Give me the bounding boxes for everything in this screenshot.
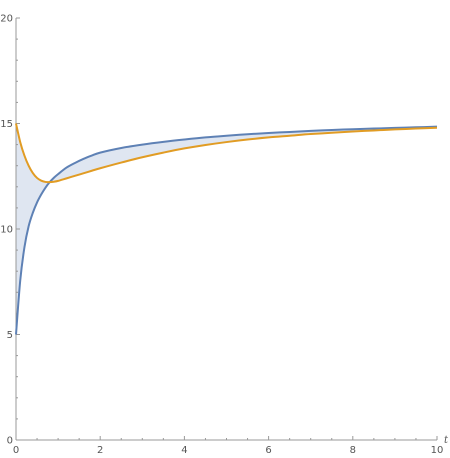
y-tick-label: 5 [7,330,13,341]
axes [15,17,438,441]
x-tick-label: 2 [97,445,103,456]
x-tick-label: 6 [265,445,271,456]
series-line-1 [15,125,438,335]
x-axis-label: t [444,435,449,446]
series-lines [15,123,438,335]
fill-region [16,123,437,335]
y-tick-label: 15 [0,119,13,130]
fill-between-area [16,123,437,335]
series-line-2 [15,123,438,184]
x-tick-label: 10 [431,445,444,456]
y-tick-label: 20 [0,14,13,25]
y-tick-label: 10 [0,225,13,236]
x-tick-label: 0 [13,445,19,456]
x-tick-label: 4 [181,445,187,456]
y-tick-label: 0 [7,436,13,447]
x-tick-label: 8 [350,445,356,456]
tick-labels: 0 2 4 6 8 10 0 5 10 15 20 [0,14,443,457]
